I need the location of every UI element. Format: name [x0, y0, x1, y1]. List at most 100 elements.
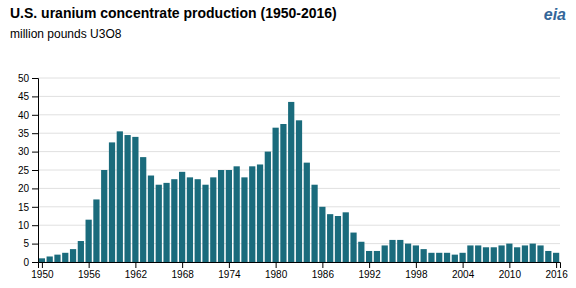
bar: [265, 152, 271, 262]
x-axis-line: [39, 263, 561, 269]
bar: [389, 240, 395, 262]
x-tick: 2010: [499, 262, 522, 280]
x-tick: 1956: [78, 262, 101, 280]
bar: [195, 179, 201, 262]
title: U.S. uranium concentrate production (195…: [10, 5, 337, 21]
y-tick-label: 30: [18, 146, 30, 157]
y-tick-label: 35: [18, 128, 30, 139]
bar: [101, 170, 107, 262]
y-tick-mark: [32, 207, 38, 208]
bar: [491, 247, 497, 262]
y-tick-label: 15: [18, 202, 30, 213]
bar: [124, 135, 130, 262]
chart: U.S. uranium concentrate production (195…: [0, 0, 576, 288]
bar: [93, 199, 99, 262]
x-tick-mark: [556, 262, 557, 268]
y-tick: 15: [18, 202, 38, 213]
bar: [70, 249, 76, 262]
bar: [163, 183, 169, 262]
bar: [506, 244, 512, 262]
bar: [210, 177, 216, 262]
x-tick-mark: [509, 262, 510, 268]
y-tick-mark: [32, 152, 38, 153]
bar: [327, 214, 333, 262]
bar: [304, 163, 310, 262]
x-tick-label: 1992: [358, 269, 381, 280]
x-tick-label: 1986: [312, 269, 335, 280]
bar: [179, 172, 185, 262]
x-tick-label: 2016: [545, 269, 568, 280]
x-tick-mark: [322, 262, 323, 268]
y-tick-label: 50: [18, 73, 30, 84]
x-tick-label: 2004: [452, 269, 475, 280]
y-tick-mark: [32, 225, 38, 226]
y-tick-mark: [32, 96, 38, 97]
y-tick-label: 5: [23, 238, 29, 249]
x-tick-label: 1962: [125, 269, 148, 280]
bar: [428, 253, 434, 262]
y-tick-mark: [32, 133, 38, 134]
y-tick: 30: [18, 146, 38, 157]
bar: [530, 244, 536, 262]
y-tick: 0: [23, 257, 38, 268]
y-tick-label: 40: [18, 110, 30, 121]
grid-line: [38, 114, 560, 115]
x-tick-label: 1974: [218, 269, 241, 280]
y-tick-label: 45: [18, 91, 30, 102]
grid: [38, 78, 560, 262]
bar: [241, 177, 247, 262]
x-tick-label: 1956: [78, 269, 101, 280]
x-tick: 2016: [545, 262, 568, 280]
bar: [226, 170, 232, 262]
bar: [280, 124, 286, 262]
x-tick-label: 2010: [499, 269, 522, 280]
subtitle: million pounds U3O8: [10, 27, 122, 41]
bar: [117, 131, 123, 262]
y-axis: 0 5 10 15 20 25 30 35 40 45 50: [18, 73, 39, 268]
bar: [78, 241, 84, 262]
bar: [382, 245, 388, 262]
bar: [171, 179, 177, 262]
x-tick: 1980: [265, 262, 288, 280]
y-tick: 25: [18, 165, 38, 176]
bar: [405, 244, 411, 262]
bar: [397, 240, 403, 262]
bar: [257, 164, 263, 262]
x-tick: 1968: [172, 262, 195, 280]
x-tick-mark: [276, 262, 277, 268]
bar: [335, 216, 341, 262]
x-tick-mark: [229, 262, 230, 268]
bar: [156, 185, 162, 262]
y-tick-label: 25: [18, 165, 30, 176]
bar: [319, 207, 325, 262]
bar: [366, 251, 372, 262]
x-tick-mark: [182, 262, 183, 268]
bar: [54, 255, 60, 262]
x-tick: 1998: [405, 262, 428, 280]
x-tick: 1974: [218, 262, 241, 280]
bar: [358, 242, 364, 262]
bar: [545, 251, 551, 262]
bar: [413, 245, 419, 262]
x-tick-label: 1980: [265, 269, 288, 280]
y-tick-label: 20: [18, 183, 30, 194]
x-tick-mark: [463, 262, 464, 268]
y-tick-label: 10: [18, 220, 30, 231]
x-tick: 1950: [31, 262, 54, 280]
grid-line: [38, 96, 560, 97]
bar: [273, 128, 279, 262]
bar: [187, 177, 193, 262]
annotation: eia: [544, 6, 566, 23]
y-tick: 10: [18, 220, 38, 231]
bar: [350, 233, 356, 262]
y-tick: 20: [18, 183, 38, 194]
bar: [296, 120, 302, 262]
x-tick-mark: [135, 262, 136, 268]
y-tick: 50: [18, 73, 38, 84]
bar: [483, 247, 489, 262]
y-tick: 5: [23, 238, 38, 249]
x-tick-mark: [89, 262, 90, 268]
bar: [374, 251, 380, 262]
x-tick: 1986: [312, 262, 335, 280]
x-tick-label: 1968: [172, 269, 195, 280]
